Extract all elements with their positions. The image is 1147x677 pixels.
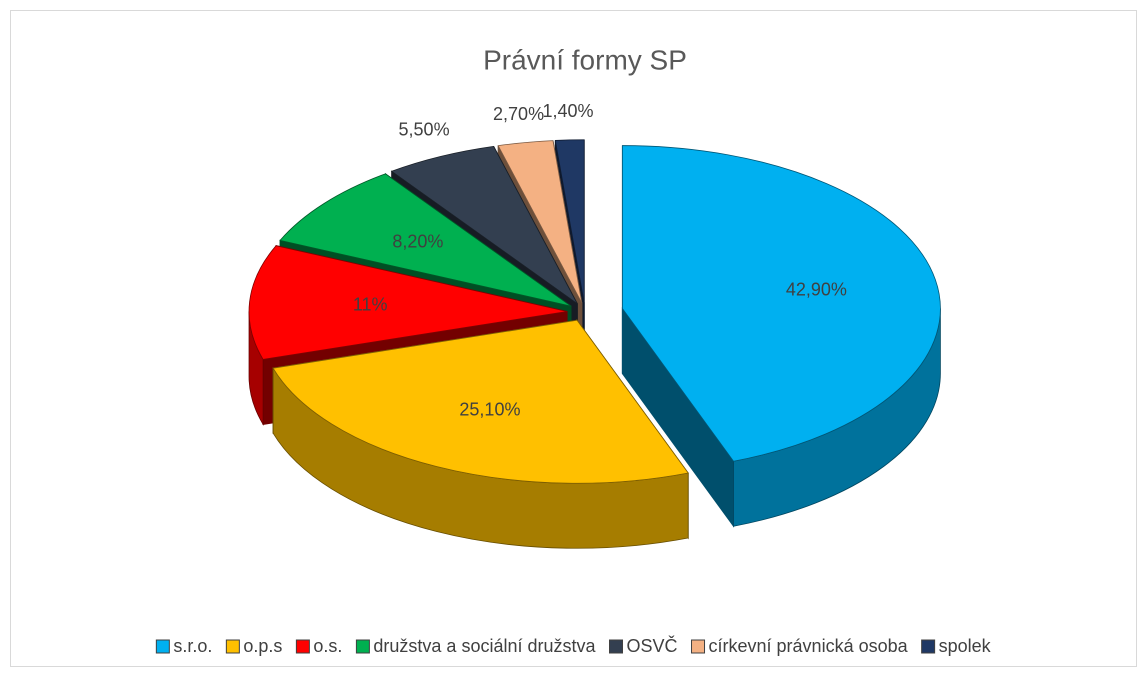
slice <box>554 139 585 303</box>
legend-swatch <box>691 639 706 654</box>
slice <box>390 145 578 304</box>
legend-swatch <box>609 639 624 654</box>
slice <box>272 319 689 484</box>
legend-label: spolek <box>939 636 992 656</box>
data-label: 5,50% <box>399 120 450 140</box>
legend-swatch <box>921 639 936 654</box>
legend-label: církevní právnická osoba <box>709 636 909 656</box>
slice <box>248 245 568 360</box>
slice <box>497 140 583 304</box>
legend: s.r.o. o.p.s o.s. družstva a sociální družs… <box>155 635 992 656</box>
legend-swatch <box>225 639 240 654</box>
data-label: 25,10% <box>459 400 520 420</box>
legend-swatch <box>155 639 170 654</box>
legend-label: o.s. <box>313 636 342 656</box>
data-label: 8,20% <box>392 231 443 251</box>
legend-swatch <box>295 639 310 654</box>
slice-group <box>621 145 941 528</box>
chart-title: Právní formy SP <box>483 44 687 75</box>
slice <box>279 173 572 307</box>
legend-label: družstva a sociální družstva <box>373 636 596 656</box>
slice-group <box>272 318 689 549</box>
data-label: 1,40% <box>542 101 593 121</box>
data-label: 42,90% <box>786 279 847 299</box>
legend-label: OSVČ <box>627 635 678 656</box>
data-label: 2,70% <box>493 104 544 124</box>
legend-label: o.p.s <box>243 636 282 656</box>
slice <box>621 145 941 462</box>
legend-swatch <box>355 639 370 654</box>
legend-label: s.r.o. <box>173 636 212 656</box>
data-label: 11% <box>353 294 388 314</box>
